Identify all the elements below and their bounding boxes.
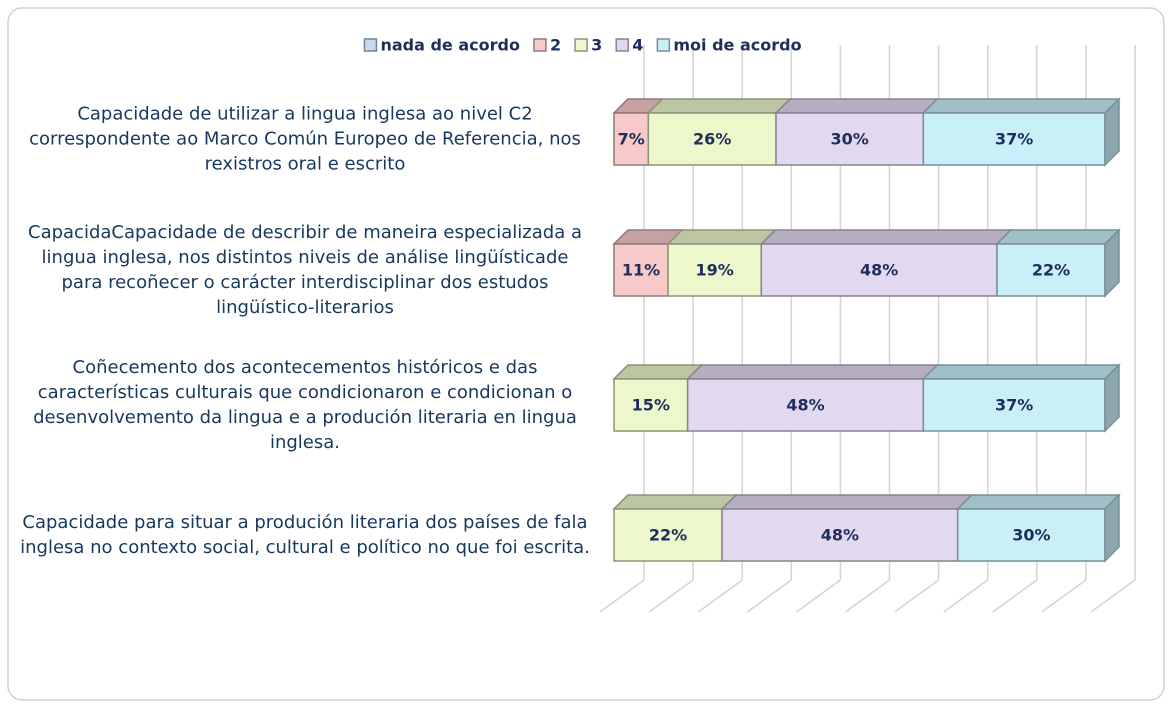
bar-front (760, 243, 998, 297)
legend-swatch (533, 38, 547, 52)
bar-top (685, 364, 940, 380)
bar-top (646, 98, 792, 114)
bar-front (686, 378, 925, 432)
bar-segment (666, 229, 778, 297)
category-label: Capacidade para situar a produción liter… (20, 512, 590, 558)
bar-front (922, 378, 1106, 432)
bar-top (955, 494, 1121, 510)
legend-swatch (656, 38, 671, 52)
bar-top (612, 364, 704, 380)
legend-label: nada de acordo (380, 36, 520, 55)
bar-segment (995, 229, 1121, 297)
bar-top (921, 364, 1121, 380)
bar-front (613, 378, 689, 432)
grid-floor-line (992, 579, 1038, 613)
bar-front (613, 243, 669, 297)
bar-front (721, 508, 959, 562)
grid-floor-line (894, 579, 940, 613)
legend-swatch (574, 38, 588, 52)
bar-top (666, 229, 778, 245)
legend-swatch (615, 38, 629, 52)
bar-top (774, 98, 940, 114)
grid-floor-line (845, 579, 890, 613)
legend-swatch (363, 38, 378, 52)
data-label: 37% (995, 130, 1033, 149)
data-label: 22% (649, 526, 687, 545)
bar-segment (612, 98, 665, 166)
bar-segment (612, 229, 684, 297)
bar-front (956, 508, 1106, 562)
bar-top (720, 494, 974, 510)
bar-side (1104, 363, 1120, 433)
data-label: 48% (821, 526, 859, 545)
bar-segment (720, 494, 974, 562)
bar-top (759, 229, 1013, 245)
bar-segment (612, 364, 704, 432)
legend-label: moi de acordo (673, 36, 801, 55)
category-label: Capacidade de utilizar a lingua inglesa … (29, 103, 581, 175)
data-label: 15% (632, 396, 670, 415)
grid-floor-line (599, 579, 645, 613)
bar-segment (774, 98, 940, 166)
data-label: 30% (1012, 526, 1050, 545)
data-label: 11% (622, 261, 660, 280)
data-label: 30% (831, 130, 869, 149)
grid-floor-line (1090, 579, 1136, 613)
data-label: 7% (618, 130, 645, 149)
legend: nada de acordo 2 3 4 moi de acordo (363, 36, 802, 55)
bar-front (922, 112, 1106, 166)
grid-floor-line (648, 579, 694, 613)
bar-segment (955, 494, 1121, 562)
grid-floor-line (795, 579, 841, 613)
data-label: 19% (696, 261, 734, 280)
data-label: 48% (786, 396, 824, 415)
legend-label: 4 (632, 36, 643, 55)
bar-segment (921, 98, 1121, 166)
category-label: CapacidaCapacidade de describir de manei… (28, 222, 582, 318)
grid-floor-line (1041, 579, 1087, 613)
bar-side (1104, 97, 1120, 167)
data-label: 48% (860, 261, 898, 280)
grid-floor-line (746, 579, 792, 613)
bar-segment (759, 229, 1013, 297)
category-label: Coñecemento dos acontecementos histórico… (33, 357, 577, 453)
bar-segment (685, 364, 940, 432)
data-label: 26% (693, 130, 731, 149)
data-label: 22% (1032, 261, 1070, 280)
grid-floor-line (943, 579, 989, 613)
bar-top (995, 229, 1121, 245)
legend-label: 2 (550, 36, 561, 55)
bar-segment (612, 494, 738, 562)
legend-label: 3 (591, 36, 602, 55)
bar-side (1104, 493, 1120, 563)
bar-top (921, 98, 1121, 114)
bar-front (996, 243, 1106, 297)
data-label: 37% (995, 396, 1033, 415)
bar-side (1104, 228, 1120, 298)
bar-top (612, 494, 738, 510)
grid-floor-line (697, 579, 743, 613)
bar-front (613, 112, 650, 166)
